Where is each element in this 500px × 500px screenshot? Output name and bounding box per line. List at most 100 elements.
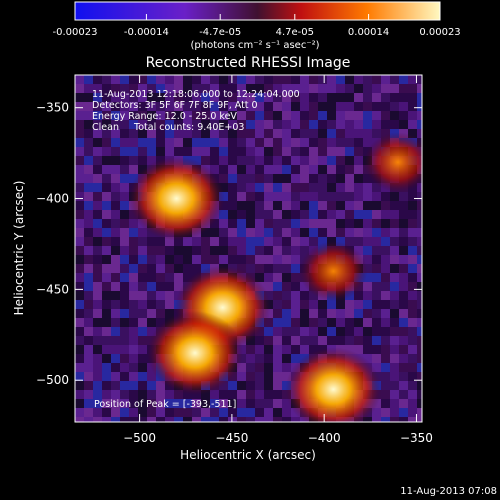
heatmap-cell — [138, 417, 147, 422]
heatmap-cell — [327, 102, 336, 111]
heatmap-cell — [93, 282, 102, 291]
heatmap-cell — [390, 291, 399, 300]
heatmap-cell — [381, 300, 390, 309]
heatmap-cell — [210, 417, 219, 422]
heatmap-cell — [93, 363, 102, 372]
heatmap-cell — [273, 183, 282, 192]
heatmap-cell — [246, 201, 255, 210]
heatmap-cell — [84, 120, 93, 129]
heatmap-cell — [120, 111, 129, 120]
heatmap-cell — [75, 345, 84, 354]
heatmap-cell — [102, 84, 111, 93]
colorbar-tick-label: -0.00023 — [53, 27, 98, 38]
heatmap-cell — [390, 192, 399, 201]
heatmap-cell — [237, 84, 246, 93]
heatmap-cell — [120, 327, 129, 336]
heatmap-cell — [219, 75, 228, 84]
heatmap-cell — [165, 273, 174, 282]
colorbar-tick-label: 0.00014 — [348, 27, 389, 38]
heatmap-cell — [201, 255, 210, 264]
heatmap-cell — [399, 84, 408, 93]
heatmap-cell — [408, 102, 417, 111]
heatmap-cell — [183, 264, 192, 273]
heatmap-cell — [255, 354, 264, 363]
heatmap-cell — [282, 174, 291, 183]
colorbar: -0.00023 -0.00014 -4.7e-05 4.7e-05 0.00014 0.… — [53, 1, 461, 51]
heatmap-cell — [102, 138, 111, 147]
heatmap-cell — [165, 255, 174, 264]
heatmap-cell — [201, 390, 210, 399]
heatmap-cell — [246, 75, 255, 84]
heatmap-cell — [84, 372, 93, 381]
heatmap-cell — [327, 327, 336, 336]
heatmap-cell — [282, 417, 291, 422]
heatmap-cell — [399, 282, 408, 291]
heatmap-cell — [318, 156, 327, 165]
heatmap-cell — [273, 300, 282, 309]
heatmap-cell — [129, 138, 138, 147]
heatmap-cell — [228, 102, 237, 111]
heatmap-cell — [345, 327, 354, 336]
heatmap-cell — [273, 201, 282, 210]
heatmap-cell — [282, 336, 291, 345]
heatmap-cell — [156, 93, 165, 102]
heatmap-cell — [75, 309, 84, 318]
heatmap-cell — [309, 192, 318, 201]
heatmap-cell — [309, 174, 318, 183]
heatmap-cell — [111, 210, 120, 219]
heatmap-cell — [381, 354, 390, 363]
bright-region — [299, 241, 368, 302]
heatmap-cell — [390, 255, 399, 264]
heatmap-cell — [102, 210, 111, 219]
heatmap-cell — [75, 381, 84, 390]
heatmap-cell — [381, 255, 390, 264]
heatmap-cell — [165, 129, 174, 138]
heatmap-cell — [102, 390, 111, 399]
heatmap-cell — [138, 354, 147, 363]
heatmap-cell — [408, 417, 417, 422]
heatmap-cell — [381, 282, 390, 291]
heatmap-cell — [129, 129, 138, 138]
heatmap-cell — [291, 309, 300, 318]
heatmap-cell — [147, 291, 156, 300]
heatmap-cell — [84, 183, 93, 192]
heatmap-cell — [201, 417, 210, 422]
heatmap-cell — [246, 363, 255, 372]
heatmap-cell — [264, 183, 273, 192]
heatmap-cell — [417, 84, 422, 93]
heatmap-cell — [237, 93, 246, 102]
heatmap-cell — [84, 246, 93, 255]
heatmap-cell — [255, 156, 264, 165]
heatmap-cell — [327, 201, 336, 210]
heatmap-cell — [75, 165, 84, 174]
heatmap-cell — [228, 129, 237, 138]
heatmap-cell — [255, 93, 264, 102]
heatmap-cell — [75, 417, 84, 422]
y-axis-ticks: −350 −400 −450 −500 — [36, 101, 422, 387]
heatmap-cell — [408, 282, 417, 291]
heatmap-cell — [390, 372, 399, 381]
heatmap-cell — [219, 237, 228, 246]
heatmap-cell — [93, 336, 102, 345]
heatmap-cell — [111, 282, 120, 291]
heatmap-cell — [399, 75, 408, 84]
heatmap-cell — [102, 417, 111, 422]
heatmap-cell — [273, 147, 282, 156]
heatmap-cell — [264, 345, 273, 354]
heatmap-cell — [246, 264, 255, 273]
heatmap-cell — [183, 129, 192, 138]
heatmap-cell — [372, 273, 381, 282]
heatmap-cell — [237, 255, 246, 264]
heatmap-cell — [327, 165, 336, 174]
heatmap-cell — [102, 291, 111, 300]
heatmap-cell — [309, 156, 318, 165]
heatmap-cell — [129, 219, 138, 228]
heatmap-cell — [381, 291, 390, 300]
heatmap-cell — [354, 93, 363, 102]
heatmap-cell — [318, 120, 327, 129]
heatmap-cell — [165, 291, 174, 300]
heatmap-cell — [399, 300, 408, 309]
heatmap-cell — [219, 84, 228, 93]
heatmap-cell — [102, 399, 111, 408]
heatmap-cell — [354, 309, 363, 318]
